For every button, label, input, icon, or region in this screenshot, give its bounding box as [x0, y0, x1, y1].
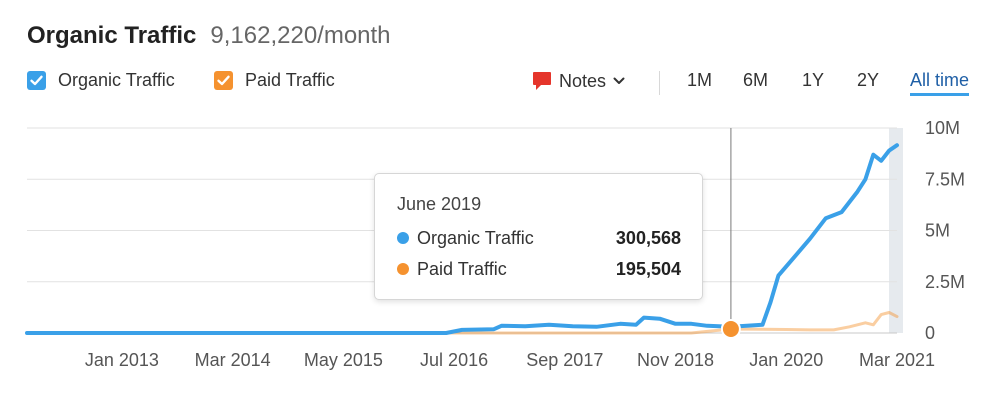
- organic-dot-icon: [397, 232, 409, 244]
- tooltip-series-value: 195,504: [615, 258, 681, 279]
- hover-point-marker: [720, 318, 741, 339]
- chart-header: Organic Traffic 9,162,220/month: [27, 22, 391, 50]
- x-tick-label: May 2015: [304, 350, 383, 370]
- speech-bubble-icon: [533, 72, 551, 90]
- notes-dropdown[interactable]: Notes: [531, 70, 626, 92]
- organic-traffic-checkbox[interactable]: [27, 71, 46, 90]
- tooltip-series-value: 300,568: [615, 227, 681, 248]
- organic-traffic-line: [25, 143, 899, 335]
- legend-paid-traffic[interactable]: Paid Traffic: [214, 70, 335, 91]
- range-2y-button[interactable]: 2Y: [857, 70, 880, 90]
- x-tick-label: Mar 2021: [859, 350, 935, 370]
- legend-organic-traffic[interactable]: Organic Traffic: [27, 70, 175, 91]
- chart-tooltip: June 2019 Organic Traffic 300,568 Paid T…: [374, 173, 703, 300]
- tooltip-date: June 2019: [397, 194, 482, 214]
- legend-label: Organic Traffic: [58, 70, 175, 90]
- tooltip-row-paid: Paid Traffic 195,504: [397, 257, 681, 281]
- checkmark-icon: [217, 75, 230, 86]
- y-tick-label: 5M: [925, 221, 950, 241]
- x-tick-label: Nov 2018: [637, 350, 714, 370]
- paid-traffic-checkbox[interactable]: [214, 71, 233, 90]
- tooltip-series-name: Organic Traffic: [417, 227, 534, 248]
- x-tick-label: Jul 2016: [420, 350, 488, 370]
- legend-label: Paid Traffic: [245, 70, 335, 90]
- y-tick-label: 0: [925, 323, 935, 343]
- tooltip-series-name: Paid Traffic: [417, 258, 507, 279]
- notes-label: Notes: [559, 70, 607, 91]
- y-tick-label: 10M: [925, 118, 960, 138]
- range-1y-button[interactable]: 1Y: [802, 70, 825, 90]
- range-all-time-button[interactable]: All time: [910, 70, 970, 96]
- traffic-line-chart: 0 2.5M 5M 7.5M 10M Jan 2013 Mar 2014 May 2015 Ju…: [25, 118, 965, 370]
- y-tick-label: 7.5M: [925, 169, 965, 189]
- y-tick-label: 2.5M: [925, 272, 965, 292]
- checkmark-icon: [30, 75, 43, 86]
- x-tick-label: Sep 2017: [526, 350, 603, 370]
- x-tick-label: Mar 2014: [195, 350, 271, 370]
- chart-controls: Organic Traffic Paid Traffic Notes 1M 6M…: [27, 70, 982, 98]
- page-title: Organic Traffic: [27, 22, 197, 49]
- tooltip-row-organic: Organic Traffic 300,568: [397, 226, 681, 250]
- range-6m-button[interactable]: 6M: [743, 70, 769, 90]
- controls-divider: [659, 71, 660, 95]
- chevron-down-icon: [613, 77, 625, 84]
- paid-dot-icon: [397, 263, 409, 275]
- x-tick-label: Jan 2020: [749, 350, 823, 370]
- x-tick-label: Jan 2013: [85, 350, 159, 370]
- traffic-summary: 9,162,220/month: [210, 22, 391, 49]
- range-1m-button[interactable]: 1M: [687, 70, 713, 90]
